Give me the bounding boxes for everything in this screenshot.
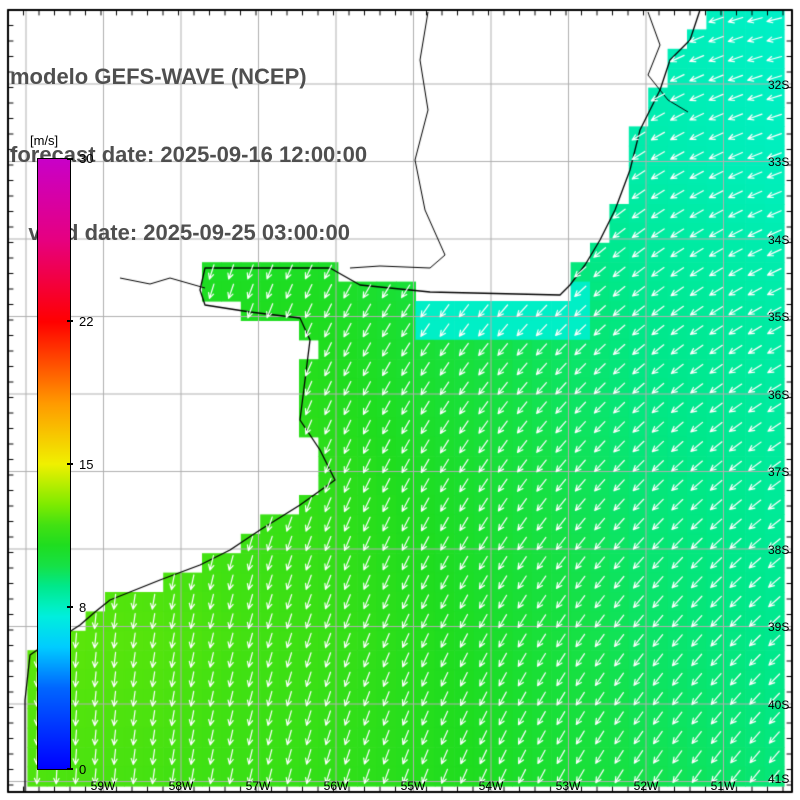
colorbar-tick-label: 15 (79, 457, 94, 472)
latitude-label: 41S (768, 772, 790, 786)
colorbar-tick-label: 0 (79, 762, 87, 777)
longitude-label: 51W (710, 779, 736, 793)
longitude-label: 53W (555, 779, 581, 793)
colorbar-tick-label: 8 (79, 599, 87, 615)
colorbar-tick-mark (67, 158, 73, 160)
longitude-label: 54W (478, 779, 504, 793)
colorbar-tick-label: 22 (79, 314, 94, 330)
longitude-label: 57W (245, 779, 271, 793)
latitude-label: 36S (768, 388, 790, 402)
latitude-label: 34S (768, 233, 790, 247)
longitude-label: 52W (633, 779, 659, 793)
longitude-label: 59W (90, 779, 116, 793)
colorbar-tick-mark (67, 463, 73, 465)
longitude-label: 56W (323, 779, 349, 793)
colorbar (37, 158, 71, 770)
model-title: modelo GEFS-WAVE (NCEP) (10, 64, 307, 89)
colorbar-tick-mark (67, 320, 73, 323)
latitude-label: 33S (768, 155, 790, 169)
latitude-label: 32S (768, 78, 790, 92)
latitude-label: 38S (768, 543, 790, 557)
colorbar-tick-mark (67, 768, 73, 770)
latitude-label: 39S (768, 620, 790, 634)
latitude-label: 37S (768, 465, 790, 479)
colorbar-tick-mark (67, 605, 73, 608)
latitude-label: 35S (768, 310, 790, 324)
longitude-label: 55W (400, 779, 426, 793)
colorbar-tick-label: 30 (79, 151, 94, 166)
colorbar-unit-label: [m/s] (30, 133, 59, 148)
latitude-label: 40S (768, 698, 790, 712)
longitude-label: 58W (168, 779, 194, 793)
